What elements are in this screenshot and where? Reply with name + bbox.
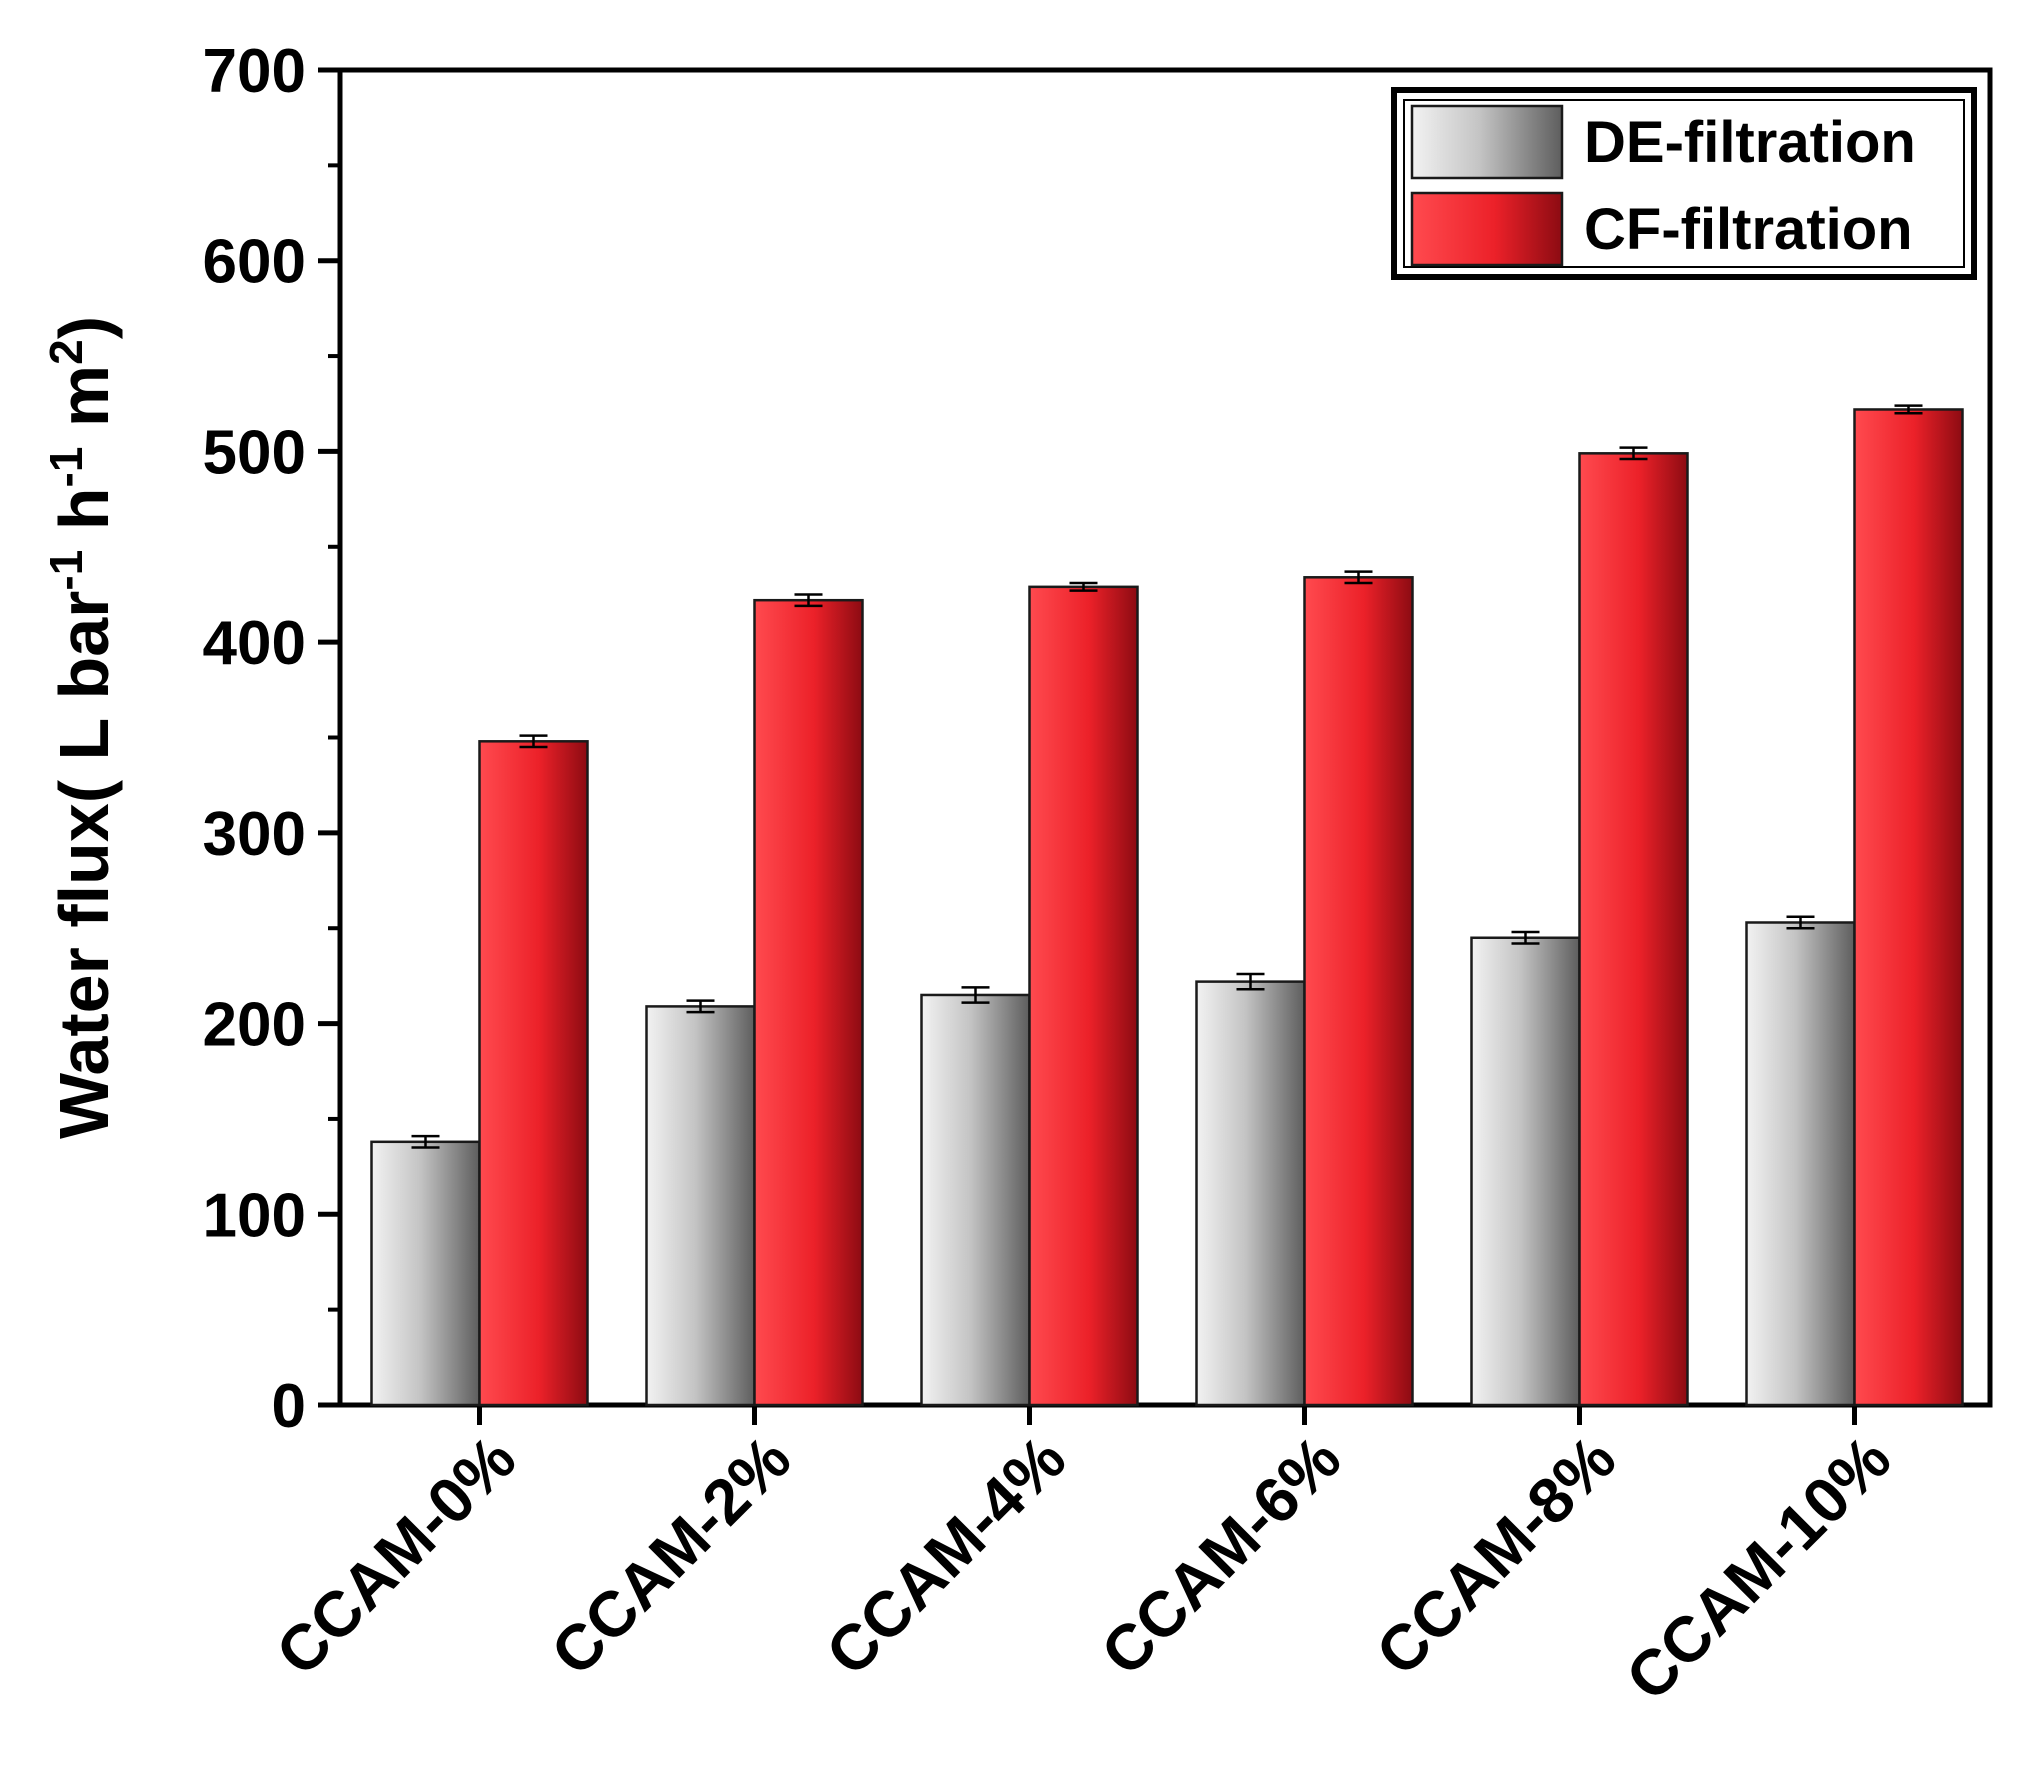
y-tick-label: 500: [203, 418, 306, 487]
y-axis-title-superscript: -1: [40, 447, 92, 488]
legend-label-cf: CF-filtration: [1584, 197, 1913, 262]
y-tick-label: 700: [203, 37, 306, 106]
cf-bar-2: [753, 598, 864, 1407]
de-bar-1: [370, 1140, 481, 1407]
y-tick-label: 0: [272, 1372, 306, 1441]
cf-bar-5: [1578, 452, 1689, 1407]
x-category-label: CCAM-4%: [812, 1422, 1079, 1689]
de-bar-6: [1745, 921, 1856, 1407]
y-tick-label: 300: [203, 800, 306, 869]
x-category-label: CCAM-0%: [262, 1422, 529, 1689]
de-bar-3: [920, 993, 1031, 1407]
y-axis-title-part: m: [45, 365, 123, 447]
de-bar-4: [1195, 980, 1306, 1407]
y-axis-title: Water flux( L bar-1 h-1 m2): [40, 316, 123, 1139]
cf-bar-1: [478, 740, 589, 1407]
x-category-label: CCAM-6%: [1087, 1422, 1354, 1689]
y-tick-label: 200: [203, 991, 306, 1060]
cf-bar-6: [1853, 408, 1964, 1407]
legend-label-de: DE-filtration: [1584, 110, 1916, 175]
de-bar-2: [645, 1005, 756, 1407]
x-category-label: CCAM-10%: [1612, 1422, 1904, 1714]
cf-bar-4: [1303, 576, 1414, 1407]
cf-bar-3: [1028, 585, 1139, 1407]
legend-inner-frame: [1403, 99, 1965, 268]
legend: DE-filtration CF-filtration: [1391, 87, 1977, 280]
y-tick-label: 600: [203, 228, 306, 297]
y-tick-label: 400: [203, 609, 306, 678]
x-category-label: CCAM-8%: [1362, 1422, 1629, 1689]
y-axis-title-superscript: 2: [40, 339, 92, 365]
y-axis-title-part: Water flux( L bar: [45, 591, 123, 1139]
y-axis-title-part: h: [45, 487, 123, 549]
y-tick-label: 100: [203, 1181, 306, 1250]
legend-swatch-de: [1410, 104, 1564, 180]
y-axis-title-part: ): [45, 316, 123, 339]
de-bar-5: [1470, 936, 1581, 1407]
x-category-label: CCAM-2%: [537, 1422, 804, 1689]
legend-swatch-cf: [1410, 191, 1564, 267]
y-axis-title-superscript: -1: [40, 550, 92, 591]
